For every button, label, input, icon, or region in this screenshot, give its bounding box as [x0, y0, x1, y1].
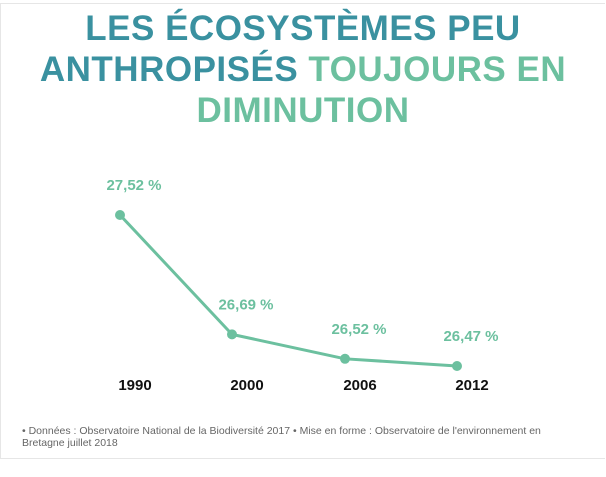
- data-label: 27,52 %: [106, 177, 161, 194]
- data-label: 26,52 %: [331, 321, 386, 338]
- data-point: [115, 210, 125, 220]
- title-part-2: TOUJOURS EN DIMINUTION: [196, 50, 567, 130]
- data-point: [340, 353, 350, 364]
- chart-title: LES ÉCOSYSTÈMES PEU ANTHROPISÉS TOUJOURS…: [0, 8, 606, 131]
- data-label: 26,47 %: [443, 328, 498, 345]
- x-tick-label: 2012: [455, 377, 488, 394]
- x-tick-label: 2000: [230, 377, 263, 394]
- data-point: [452, 361, 462, 371]
- chart-card: [0, 3, 605, 459]
- data-label: 26,69 %: [218, 296, 273, 313]
- title-part-1: LES ÉCOSYSTÈMES PEU ANTHROPISÉS: [39, 9, 521, 89]
- source-note: • Données : Observatoire National de la …: [22, 425, 541, 449]
- series-line: [118, 213, 458, 368]
- x-tick-label: 1990: [118, 377, 151, 394]
- x-tick-label: 2006: [343, 377, 376, 394]
- data-point: [227, 329, 237, 340]
